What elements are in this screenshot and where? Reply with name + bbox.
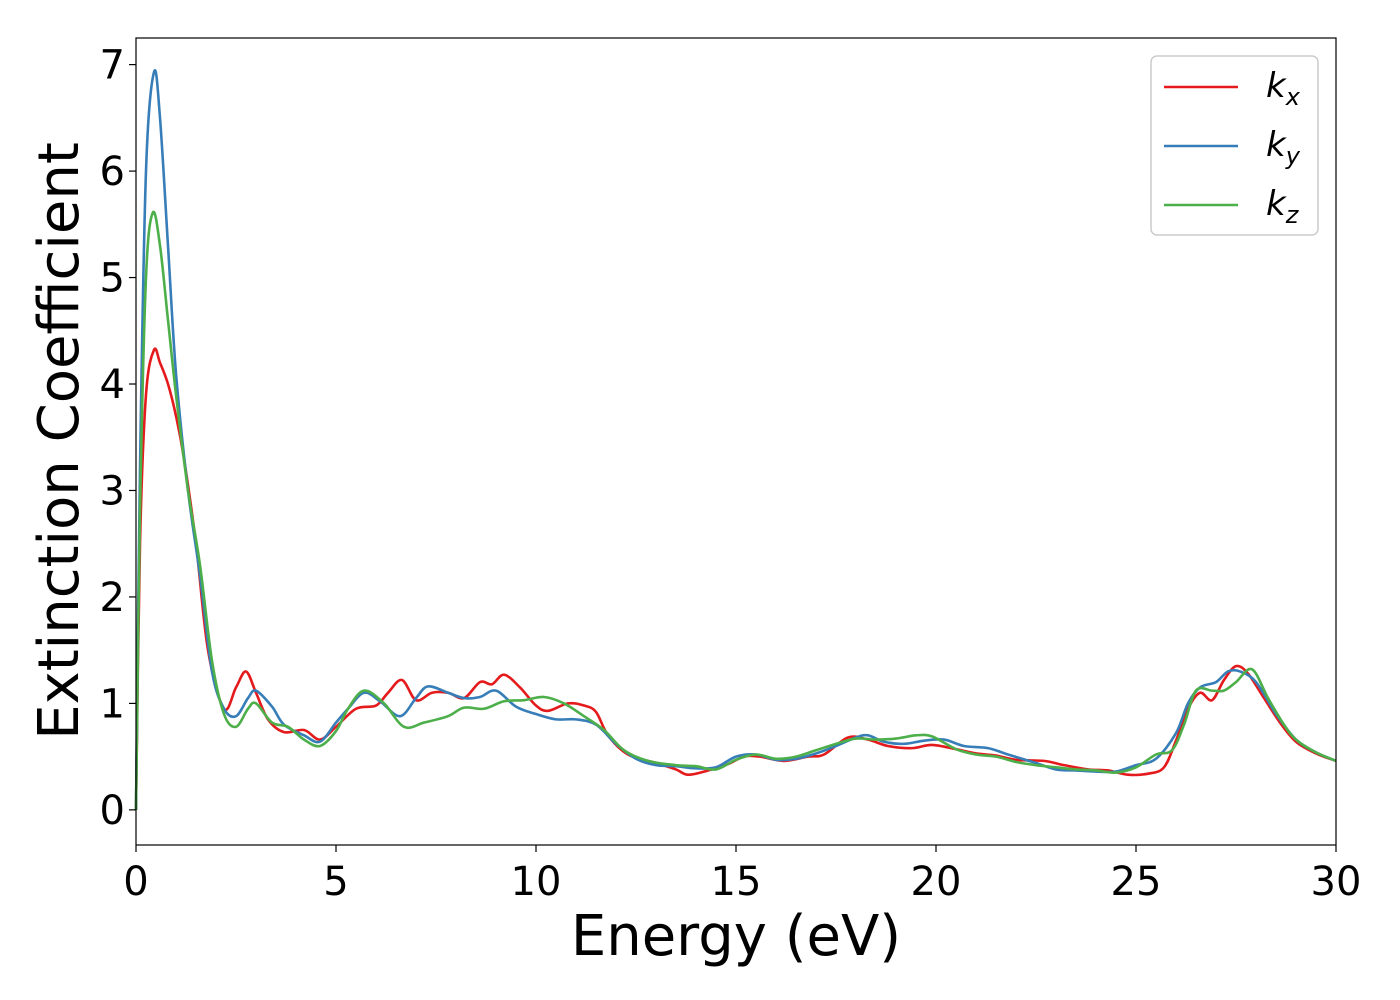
y-tick-label: 6 [100, 149, 125, 195]
y-tick-label: 0 [100, 788, 125, 834]
legend-item-ky: ky [1164, 125, 1301, 170]
x-tick-label: 10 [511, 859, 562, 905]
series-lines [134, 69, 1337, 810]
x-tick-label: 5 [323, 859, 348, 905]
legend-item-kz: kz [1164, 184, 1300, 229]
legend-label: ky [1266, 125, 1301, 170]
legend: kx ky kz [1150, 55, 1319, 236]
x-tick-label: 15 [711, 859, 762, 905]
y-tick-label: 1 [100, 681, 125, 727]
y-tick-label: 7 [100, 43, 125, 89]
y-tick-label: 4 [100, 362, 125, 408]
y-tick-label: 2 [100, 575, 125, 621]
legend-label: kx [1266, 66, 1301, 111]
x-tick-label: 20 [911, 859, 962, 905]
plot-background [136, 38, 1336, 845]
legend-item-kx: kx [1164, 66, 1301, 111]
y-tick-label: 5 [100, 256, 125, 302]
x-axis-ticks: 0 5 10 15 20 25 30 [123, 845, 1361, 905]
x-axis-title: Energy (eV) [571, 904, 901, 969]
x-tick-label: 30 [1311, 859, 1362, 905]
legend-label: kz [1266, 184, 1300, 229]
y-axis-ticks: 0 1 2 3 4 5 6 7 [100, 43, 136, 834]
x-tick-label: 25 [1111, 859, 1162, 905]
y-tick-label: 3 [100, 468, 125, 514]
y-axis-title: Extinction Coefficient [27, 142, 92, 740]
x-tick-label: 0 [123, 859, 148, 905]
series-line-kz [134, 210, 1337, 810]
